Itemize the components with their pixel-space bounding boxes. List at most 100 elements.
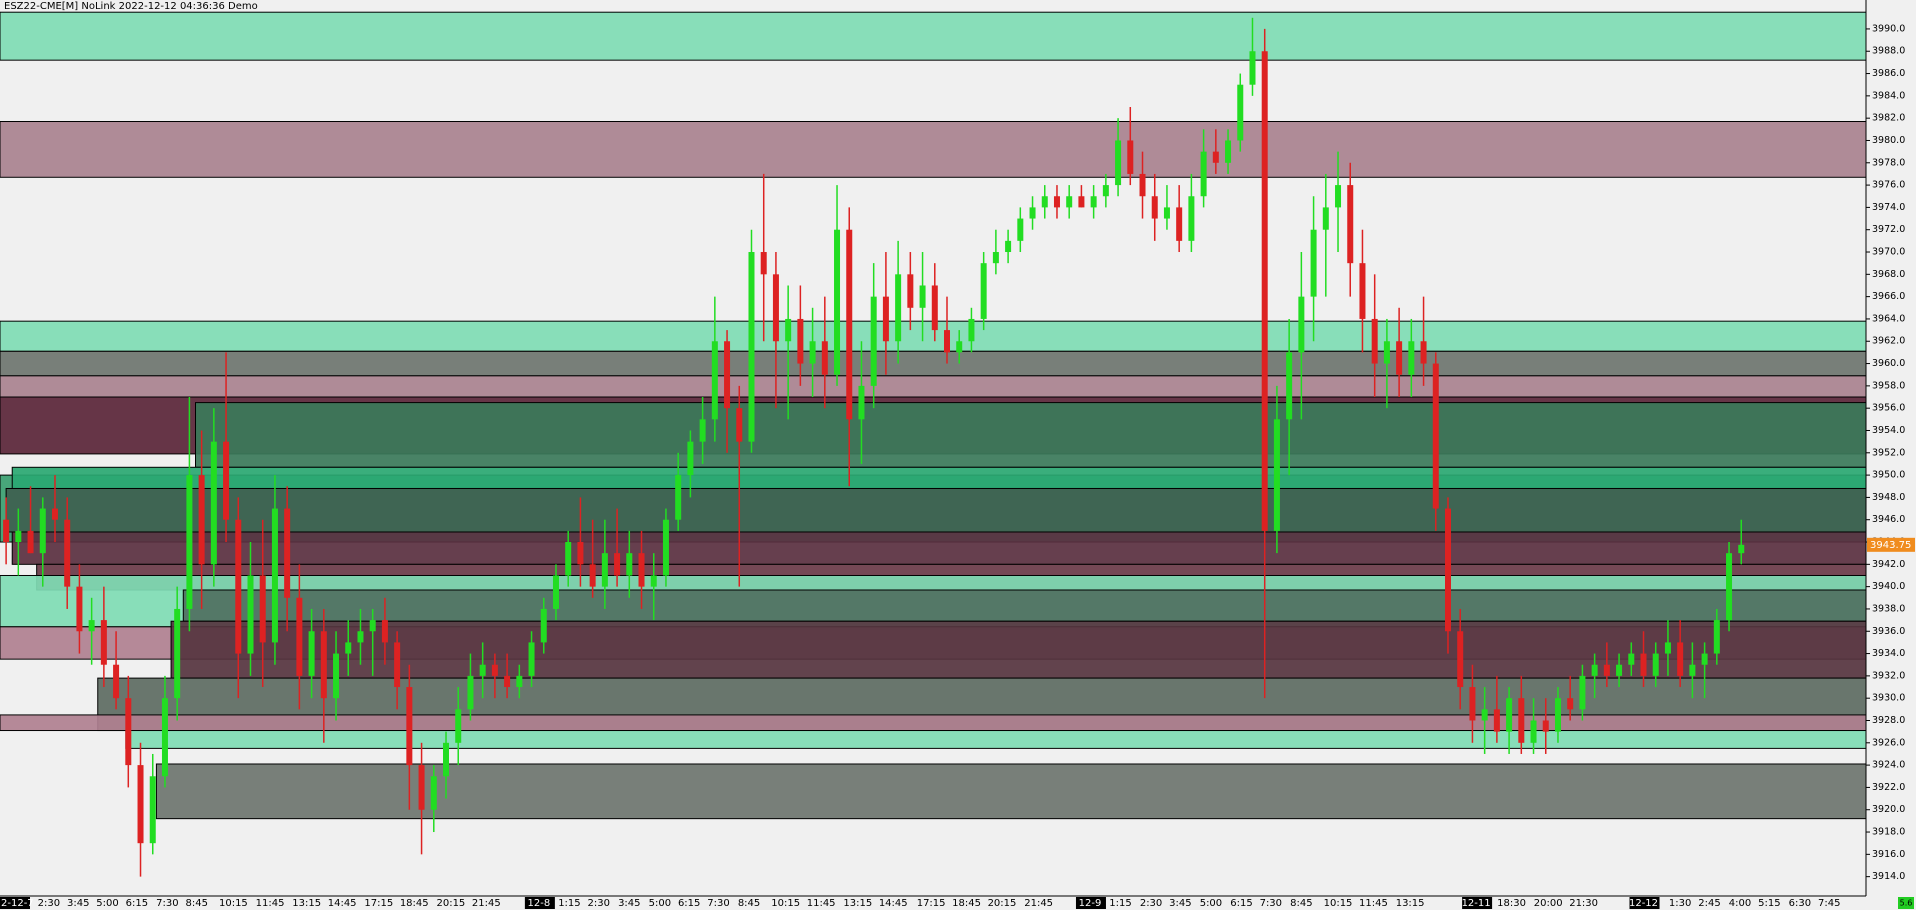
y-tick-label: 3950.0 <box>1872 470 1905 481</box>
candle-body <box>1506 698 1513 732</box>
candle-body <box>1225 140 1232 163</box>
candle-body <box>1249 51 1256 85</box>
zone <box>0 11 1867 61</box>
x-tick-label: 8:45 <box>1290 898 1312 909</box>
x-tick-label: 11:45 <box>1359 898 1388 909</box>
y-tick-label: 3928.0 <box>1872 715 1905 726</box>
candle-body <box>1371 318 1378 364</box>
candle-body <box>1481 709 1488 721</box>
y-tick-label: 3986.0 <box>1872 68 1905 79</box>
candle-body <box>821 341 828 375</box>
candle-body <box>772 274 779 342</box>
zone <box>182 589 1867 622</box>
candle-body <box>198 475 205 565</box>
x-tick-label: 7:30 <box>1260 898 1282 909</box>
candle-body <box>552 575 559 609</box>
y-tick-label: 3968.0 <box>1872 269 1905 280</box>
x-tick-label: 4:00 <box>1729 898 1751 909</box>
candle-body <box>1139 173 1146 197</box>
candle-body <box>565 542 572 576</box>
y-tick-label: 3960.0 <box>1872 358 1905 369</box>
candle-body <box>1066 196 1073 208</box>
candle-body <box>1029 207 1036 219</box>
candle-body <box>418 765 425 810</box>
candle-body <box>1652 653 1659 676</box>
y-tick-label: 3976.0 <box>1872 180 1905 191</box>
x-tick-label: 12-9 <box>1079 898 1102 909</box>
zone <box>0 350 1867 377</box>
candle-body <box>748 252 755 442</box>
x-tick-label: 12-11 <box>1462 898 1491 909</box>
candle-body <box>846 229 853 420</box>
x-tick-label: 10:15 <box>1324 898 1353 909</box>
candle-body <box>320 631 327 699</box>
candle-body <box>1212 151 1219 163</box>
candle-body <box>809 341 816 364</box>
candle-body <box>1554 698 1561 732</box>
candle-body <box>1567 698 1574 710</box>
x-tick-label: 11:45 <box>256 898 285 909</box>
candle-body <box>381 620 388 643</box>
candle-body <box>797 318 804 364</box>
candle-body <box>1542 720 1549 732</box>
candle-body <box>1603 664 1610 676</box>
candle-body <box>247 575 254 654</box>
candle-body <box>760 252 767 275</box>
candle-body <box>1273 419 1280 531</box>
candle-body <box>88 620 95 632</box>
x-tick-label: 21:45 <box>472 898 501 909</box>
candle-body <box>1298 296 1305 353</box>
candle-body <box>76 586 83 632</box>
x-tick-label: 1:30 <box>1669 898 1691 909</box>
y-tick-label: 3970.0 <box>1872 247 1905 258</box>
candle-body <box>137 765 144 844</box>
x-tick-label: 13:15 <box>292 898 321 909</box>
candle-body <box>394 642 401 688</box>
candle-body <box>64 519 71 587</box>
candle-body <box>174 608 181 699</box>
x-tick-label: 11:45 <box>807 898 836 909</box>
x-tick-label: 2:30 <box>588 898 610 909</box>
candle-body <box>113 664 120 699</box>
candle-body <box>907 274 914 308</box>
candle-body <box>1579 675 1586 710</box>
candle-body <box>455 709 462 743</box>
candle-body <box>724 341 731 409</box>
candle-body <box>39 508 46 554</box>
candle-body <box>27 530 34 554</box>
zone <box>0 375 1867 398</box>
candle-body <box>956 341 963 353</box>
candle-body <box>1469 687 1476 721</box>
candle-body <box>1420 341 1427 364</box>
x-tick-label: 5:00 <box>96 898 118 909</box>
candle-body <box>1408 341 1415 375</box>
x-tick-label: 5:15 <box>1758 898 1780 909</box>
candle-body <box>968 318 975 342</box>
candle-body <box>271 508 278 643</box>
current-price-box <box>1867 537 1915 552</box>
candle-body <box>1005 240 1012 253</box>
y-tick-label: 3942.0 <box>1872 559 1905 570</box>
candle-body <box>528 642 535 676</box>
candle-body <box>15 530 22 543</box>
candle-body <box>1530 720 1537 743</box>
candle-body <box>711 341 718 420</box>
zone <box>195 402 1867 468</box>
current-price-label: 3943.75 <box>1870 540 1911 551</box>
y-tick-label: 3916.0 <box>1872 849 1905 860</box>
candle-body <box>687 441 694 476</box>
x-tick-label: 10:15 <box>771 898 800 909</box>
y-tick-label: 3936.0 <box>1872 626 1905 637</box>
candle-body <box>1616 664 1623 676</box>
candle-body <box>1237 84 1244 141</box>
x-tick-label: 3:45 <box>1169 898 1191 909</box>
x-tick-label: 2:30 <box>38 898 60 909</box>
x-tick-label: 18:30 <box>1497 898 1526 909</box>
y-tick-label: 3932.0 <box>1872 670 1905 681</box>
x-tick-label: 6:15 <box>126 898 148 909</box>
y-tick-label: 3938.0 <box>1872 603 1905 614</box>
candle-body <box>1726 553 1733 621</box>
candle-body <box>1163 207 1170 219</box>
candle-body <box>443 742 450 777</box>
